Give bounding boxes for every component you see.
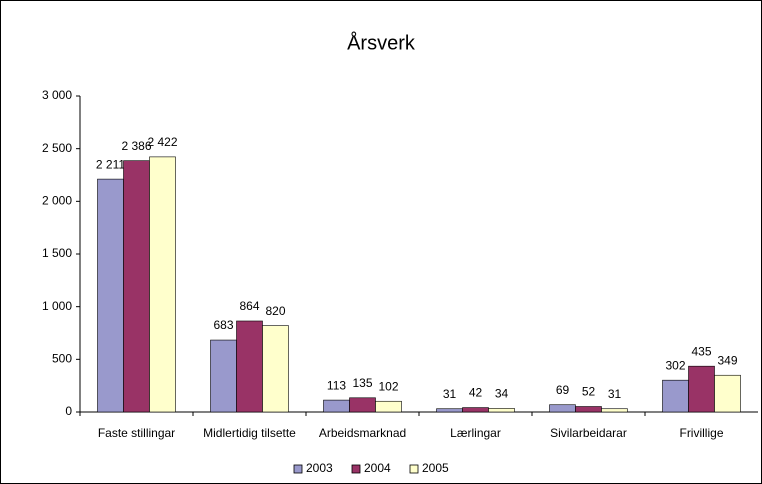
value-label: 31	[443, 387, 457, 401]
value-label: 2 386	[121, 139, 151, 153]
legend-swatch	[409, 464, 419, 474]
bar	[236, 320, 263, 413]
x-tick-label: Faste stillingar	[98, 426, 175, 440]
legend-swatch	[293, 464, 303, 474]
y-tick-label: 0	[65, 404, 72, 418]
y-tick-label: 2 000	[42, 194, 72, 208]
value-label: 864	[239, 299, 259, 313]
value-label: 113	[327, 378, 346, 392]
y-tick-label: 1 000	[42, 299, 72, 313]
bar	[123, 160, 150, 413]
y-tick-label: 3 000	[42, 88, 72, 102]
value-label: 31	[608, 387, 622, 401]
chart-title: Årsverk	[347, 31, 416, 54]
y-tick-label: 1 500	[42, 246, 72, 260]
legend-swatch	[351, 464, 361, 474]
bar	[601, 408, 628, 413]
x-tick-label: Sivilarbeidarar	[550, 426, 627, 440]
bar	[575, 406, 602, 413]
bar	[688, 365, 715, 413]
value-label: 34	[495, 387, 509, 401]
value-label: 349	[717, 353, 737, 367]
value-label: 102	[378, 379, 398, 393]
bar	[662, 379, 689, 413]
value-label: 69	[556, 383, 570, 397]
bar	[549, 404, 576, 413]
bar	[97, 178, 124, 413]
value-label: 435	[691, 344, 711, 358]
x-tick-label: Frivillige	[679, 426, 723, 440]
x-tick-label: Arbeidsmarknad	[319, 426, 406, 440]
bar	[436, 408, 463, 413]
value-label: 52	[582, 385, 596, 399]
bar	[262, 325, 289, 413]
bar	[149, 156, 176, 413]
x-tick-label: Midlertidig tilsette	[203, 426, 296, 440]
bar	[210, 339, 237, 413]
bar	[488, 408, 515, 413]
bar	[323, 399, 350, 413]
x-tick-label: Lærlingar	[450, 426, 501, 440]
bar	[349, 397, 376, 413]
legend-label: 2004	[364, 461, 391, 475]
value-label: 135	[352, 376, 372, 390]
bar	[714, 374, 741, 413]
legend-label: 2003	[306, 461, 333, 475]
bar	[375, 400, 402, 413]
value-label: 302	[665, 358, 685, 372]
value-label: 2 211	[96, 157, 125, 171]
value-label: 683	[213, 318, 233, 332]
value-label: 820	[265, 304, 285, 318]
bar	[462, 407, 489, 413]
y-tick-label: 500	[52, 352, 72, 366]
legend-label: 2005	[422, 461, 449, 475]
y-tick-label: 2 500	[42, 141, 72, 155]
value-label: 2 422	[147, 135, 177, 149]
value-label: 42	[469, 386, 483, 400]
